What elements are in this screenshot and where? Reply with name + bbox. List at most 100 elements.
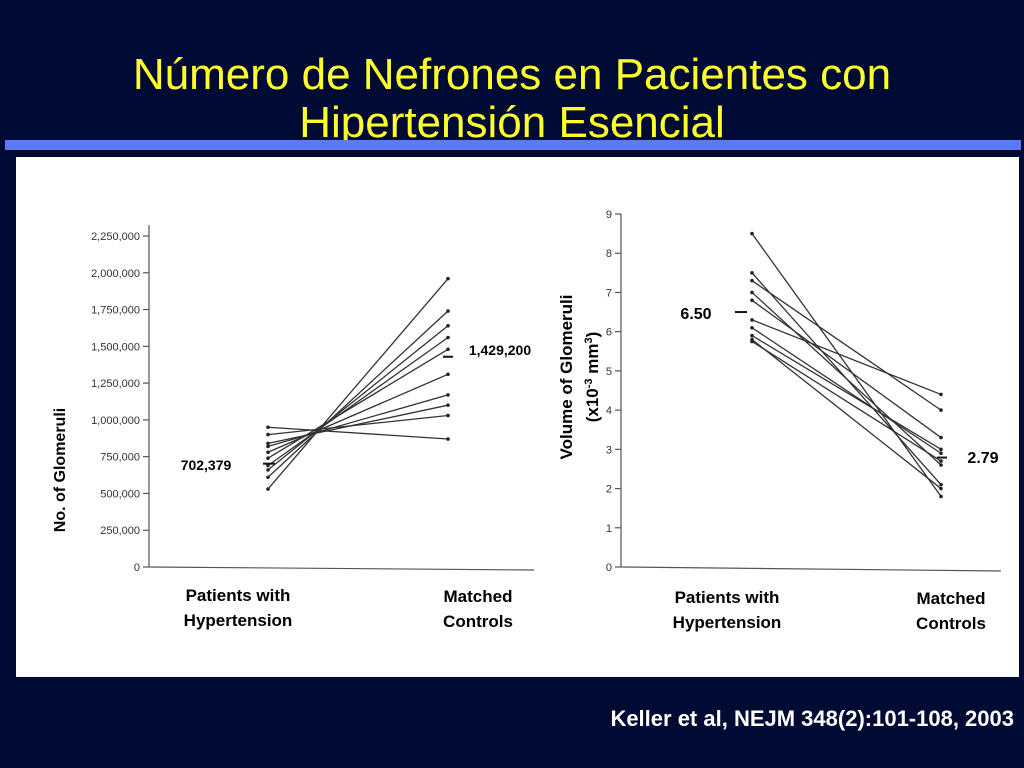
data-point bbox=[750, 278, 754, 283]
x-axis-line bbox=[620, 566, 1002, 572]
subject-line bbox=[751, 319, 942, 396]
subject-line bbox=[267, 336, 449, 467]
data-point bbox=[750, 339, 754, 344]
data-point bbox=[266, 468, 270, 472]
x-axis-line bbox=[148, 566, 535, 571]
data-point bbox=[939, 486, 943, 491]
subject-line bbox=[267, 348, 449, 459]
subject-line bbox=[751, 280, 942, 411]
data-point bbox=[446, 276, 450, 281]
y-axis-label-exponent: -3 bbox=[583, 378, 595, 388]
data-point bbox=[266, 432, 270, 437]
data-point bbox=[446, 437, 450, 441]
data-point bbox=[750, 333, 754, 338]
data-point bbox=[446, 347, 450, 352]
data-point bbox=[446, 413, 450, 418]
data-point bbox=[939, 408, 943, 412]
subject-line bbox=[267, 278, 449, 490]
y-tick-label: 6 bbox=[606, 327, 612, 339]
subject-line bbox=[267, 426, 449, 440]
data-point bbox=[446, 403, 450, 407]
data-point bbox=[750, 290, 754, 295]
subject-line bbox=[751, 291, 942, 466]
data-point bbox=[939, 435, 943, 440]
y-tick-label: 0 bbox=[606, 562, 612, 574]
data-point bbox=[939, 463, 943, 467]
data-point bbox=[939, 447, 943, 452]
y-tick-label: 1,500,000 bbox=[91, 341, 140, 353]
data-point bbox=[266, 450, 270, 455]
subject-line bbox=[267, 325, 449, 471]
y-tick-label: 7 bbox=[606, 287, 612, 299]
figure-panel: 0 250,000 500,000 750,000 1,000,000 1,250,000… bbox=[16, 157, 1019, 677]
x-category-label-1b: Hypertension bbox=[673, 613, 782, 632]
data-point bbox=[446, 372, 450, 377]
citation: Keller et al, NEJM 348(2):101-108, 2003 bbox=[610, 706, 1014, 731]
y-tick-label: 250,000 bbox=[100, 525, 140, 537]
x-category-label-2a: Matched bbox=[917, 589, 986, 608]
x-category-label-1b: Hypertension bbox=[184, 611, 293, 630]
data-point bbox=[750, 325, 754, 330]
data-point bbox=[266, 444, 270, 449]
subject-line bbox=[751, 335, 942, 450]
data-point bbox=[750, 298, 754, 303]
y-tick-label: 2,250,000 bbox=[91, 231, 140, 243]
mean-label-patients: 6.50 bbox=[680, 306, 711, 323]
data-point bbox=[446, 323, 450, 328]
y-tick-label: 1,250,000 bbox=[91, 378, 140, 390]
mean-label-controls: 1,429,200 bbox=[469, 342, 531, 358]
data-point bbox=[750, 318, 754, 322]
subject-line bbox=[751, 233, 942, 497]
x-category-label-2a: Matched bbox=[444, 587, 513, 606]
y-axis-label-unit-exponent: 3 bbox=[583, 337, 595, 343]
y-tick-label: 500,000 bbox=[100, 488, 140, 500]
data-point bbox=[446, 309, 450, 313]
data-point bbox=[446, 335, 450, 340]
y-axis-label-suffix: ) bbox=[583, 332, 602, 338]
data-point bbox=[939, 459, 943, 463]
x-category-label-2b: Controls bbox=[916, 614, 986, 633]
y-tick-label: 8 bbox=[606, 248, 612, 260]
x-category-label-1a: Patients with bbox=[186, 586, 291, 605]
data-point bbox=[750, 231, 754, 236]
slide-title: Número de Nefrones en Pacientes con Hipe… bbox=[0, 51, 1024, 147]
y-axis-label-line2: (x10-3 mm3) bbox=[583, 332, 602, 423]
data-point bbox=[750, 271, 754, 275]
y-axis-label-prefix: (x10 bbox=[583, 388, 602, 422]
y-tick-label: 5 bbox=[606, 366, 612, 378]
data-point bbox=[939, 494, 943, 499]
data-point bbox=[266, 487, 270, 491]
subject-line bbox=[751, 327, 942, 454]
data-point bbox=[939, 392, 943, 397]
subject-line bbox=[267, 373, 449, 453]
subject-line bbox=[267, 404, 449, 445]
y-axis-label: No. of Glomeruli bbox=[52, 408, 69, 532]
y-tick-label: 1,750,000 bbox=[91, 305, 140, 317]
subject-line bbox=[267, 310, 449, 478]
title-line-1: Número de Nefrones en Pacientes con bbox=[132, 50, 892, 100]
subject-line bbox=[267, 414, 449, 436]
chart-number-of-glomeruli: 0 250,000 500,000 750,000 1,000,000 1,250,000… bbox=[52, 225, 535, 631]
y-axis-label-line1: Volume of Glomeruli bbox=[557, 295, 576, 460]
subject-line bbox=[751, 299, 942, 439]
mean-label-patients: 702,379 bbox=[181, 457, 232, 473]
data-point bbox=[939, 482, 943, 487]
data-point bbox=[446, 393, 450, 397]
y-tick-label: 9 bbox=[606, 209, 612, 221]
y-tick-label: 3 bbox=[606, 444, 612, 456]
y-tick-label: 1 bbox=[606, 523, 612, 535]
title-line-2: Hipertensión Esencial bbox=[299, 98, 725, 148]
data-point bbox=[266, 425, 270, 430]
x-category-label-2b: Controls bbox=[443, 612, 513, 631]
x-category-label-1a: Patients with bbox=[675, 588, 780, 607]
y-tick-label: 2,000,000 bbox=[91, 268, 140, 280]
y-tick-label: 1,000,000 bbox=[91, 415, 140, 427]
chart-volume-of-glomeruli: 0 1 2 3 4 5 6 7 8 9 Volume of Glomeruli (x10-3 mm… bbox=[557, 209, 1002, 633]
y-tick-label: 750,000 bbox=[100, 452, 140, 464]
data-point bbox=[266, 441, 270, 446]
y-tick-label: 2 bbox=[606, 484, 612, 496]
subject-line bbox=[751, 340, 942, 462]
subject-line bbox=[751, 339, 942, 490]
y-axis-label-unit: mm bbox=[583, 344, 602, 379]
mean-label-controls: 2.79 bbox=[967, 450, 998, 467]
